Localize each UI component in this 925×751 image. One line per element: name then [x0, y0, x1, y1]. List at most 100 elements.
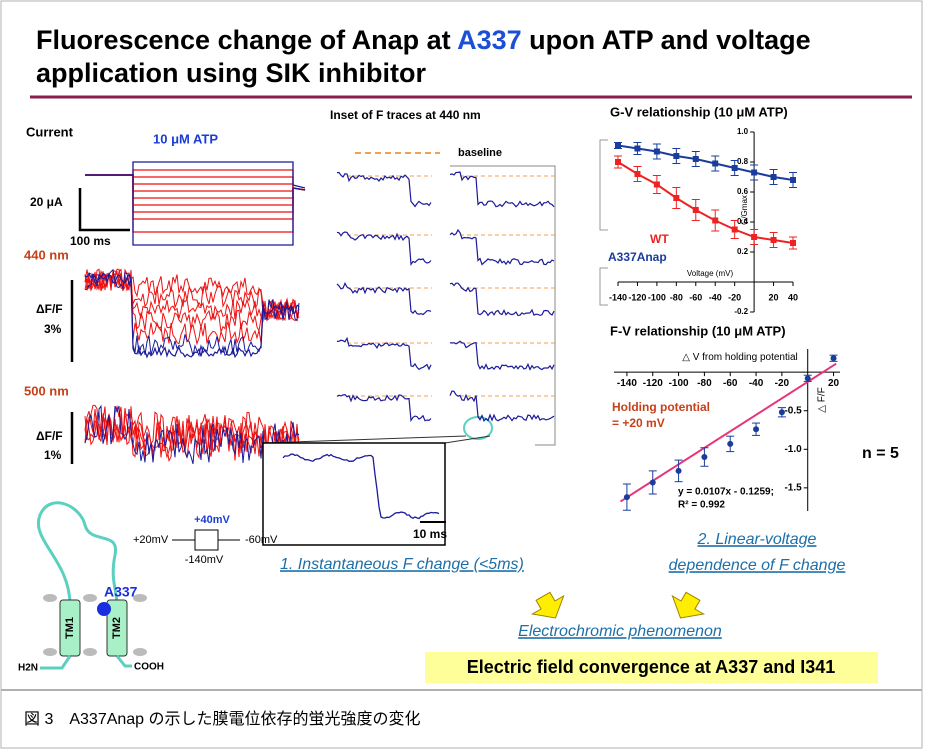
point — [790, 177, 796, 183]
point — [653, 148, 660, 155]
fluor-trace — [84, 271, 300, 359]
y-tick-label: 0.2 — [737, 247, 749, 256]
scale-bar — [78, 188, 130, 232]
scale-label: ΔF/F — [36, 429, 63, 443]
x-axis-label: △ V from holding potential — [682, 352, 798, 363]
fluor-trace — [84, 406, 300, 460]
point — [673, 153, 680, 159]
point — [692, 156, 699, 162]
x-tick-label: -40 — [709, 292, 722, 302]
point — [727, 440, 734, 447]
point — [830, 355, 837, 362]
x-tick-label: -120 — [628, 292, 646, 302]
x-tick-label: -80 — [670, 292, 683, 302]
point — [770, 237, 777, 243]
inset-traces — [282, 171, 555, 520]
x-tick-label: -60 — [723, 378, 738, 389]
terminal — [115, 655, 132, 668]
x-tick-label: -20 — [728, 292, 741, 302]
caption: 図 3 A337Anap の示した膜電位依存的蛍光強度の変化 — [24, 710, 421, 728]
point — [623, 494, 630, 501]
inset-trace — [449, 390, 555, 423]
fit-r2: R² = 0.992 — [678, 500, 725, 511]
protocol-line — [172, 529, 240, 541]
series-line — [617, 144, 794, 181]
helix-label: TM2 — [111, 617, 123, 639]
voltage-label: +40mV — [194, 514, 230, 526]
point — [701, 454, 708, 460]
point — [634, 145, 641, 152]
inset-trace — [336, 336, 432, 371]
x-tick-label: 20 — [769, 292, 779, 302]
x-tick-label: -140 — [609, 292, 627, 302]
x-tick-label: 20 — [828, 378, 840, 389]
current-trace — [85, 161, 306, 189]
legend-label: baseline — [458, 147, 502, 159]
chart-title: G-V relationship (10 μM ATP) — [610, 104, 788, 119]
title: Fluorescence change of Anap at A337 upon… — [36, 25, 811, 55]
point — [770, 174, 777, 180]
arrow — [671, 591, 706, 619]
terminal — [40, 655, 72, 670]
inset-trace — [449, 282, 555, 317]
title-part: upon ATP and voltage — [522, 25, 811, 55]
inset-trace — [449, 171, 555, 208]
scale-bars — [70, 188, 130, 464]
voltage-label: -60mV — [245, 534, 278, 546]
highlight-box — [425, 652, 878, 683]
x-tick-label: -120 — [643, 378, 663, 389]
title-part: Fluorescence change of Anap at — [36, 25, 457, 55]
y-axis-label: △ F/F — [817, 387, 828, 412]
scale-label: 3% — [44, 322, 62, 336]
point — [731, 226, 738, 233]
fit-equation: y = 0.0107x - 0.1259; — [678, 487, 774, 498]
charts: G-V relationship (10 μM ATP)-140 -120 -100… — [608, 104, 899, 511]
inset-trace — [449, 340, 555, 371]
x-tick-label: -140 — [617, 378, 637, 389]
y-tick-label: 0.4 — [737, 217, 749, 226]
trace-label: 10 μM ATP — [153, 131, 218, 146]
bracket — [599, 139, 608, 231]
point — [753, 426, 760, 433]
fluor-trace — [84, 270, 300, 323]
inset-trace — [336, 393, 432, 423]
x-tick-label: 40 — [788, 292, 798, 302]
inset-title: Inset of F traces at 440 nm — [330, 108, 481, 122]
x-tick-label: -100 — [648, 292, 666, 302]
point — [692, 207, 699, 213]
fluor-trace — [84, 268, 300, 358]
arrow — [530, 591, 565, 619]
legend-label: A337Anap — [608, 250, 667, 264]
legend-label: WT — [650, 232, 669, 246]
scale-label: 20 μA — [30, 195, 63, 209]
voltage-label: -140mV — [185, 554, 224, 566]
membrane — [43, 594, 147, 656]
x-tick-label: -80 — [697, 378, 712, 389]
protocol — [172, 529, 240, 551]
scale-label: 100 ms — [70, 234, 111, 248]
conclusion: dependence of F change — [669, 557, 846, 574]
title-line: application using SIK inhibitor — [36, 58, 426, 88]
annotation: n = 5 — [862, 445, 899, 462]
trace-label: 500 nm — [24, 383, 69, 398]
scale-label: 1% — [44, 448, 62, 462]
point — [712, 217, 719, 224]
x-tick-label: -60 — [689, 292, 702, 302]
trace-label: Current — [26, 124, 74, 139]
site-dot — [97, 602, 111, 616]
conclusion: 1. Instantaneous F change (<5ms) — [280, 556, 524, 573]
point — [653, 181, 660, 188]
point — [675, 467, 682, 474]
point — [673, 195, 680, 201]
point — [731, 165, 738, 171]
inset-trace — [336, 231, 432, 266]
x-tick-label: -100 — [669, 378, 689, 389]
y-tick-label: 0.8 — [737, 157, 749, 166]
inset-trace — [449, 228, 555, 266]
fit-line — [619, 362, 837, 503]
terminal-label: COOH — [134, 662, 164, 673]
y-tick-label: -0.2 — [734, 307, 748, 316]
fluor-trace — [84, 404, 300, 465]
